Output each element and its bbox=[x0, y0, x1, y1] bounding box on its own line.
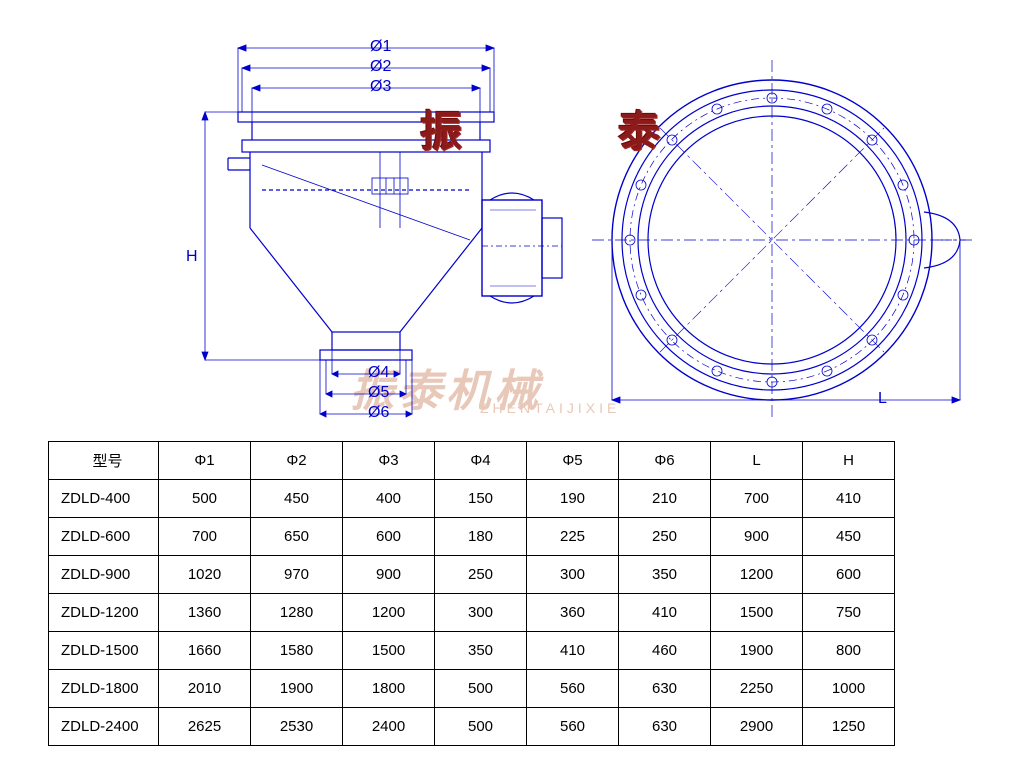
table-cell: 1280 bbox=[251, 594, 343, 632]
table-cell: 650 bbox=[251, 518, 343, 556]
table-cell: 2530 bbox=[251, 708, 343, 746]
table-cell: 2010 bbox=[159, 670, 251, 708]
table-header: Φ5 bbox=[527, 442, 619, 480]
table-header: L bbox=[711, 442, 803, 480]
table-header: Φ3 bbox=[343, 442, 435, 480]
table-cell: 1000 bbox=[803, 670, 895, 708]
watermark-char-1: 振 bbox=[420, 98, 462, 159]
table-cell: 150 bbox=[435, 480, 527, 518]
table-cell: 500 bbox=[159, 480, 251, 518]
table-cell: 460 bbox=[619, 632, 711, 670]
label-phi5: Ø5 bbox=[368, 384, 389, 402]
table-row: ZDLD-400500450400150190210700410 bbox=[49, 480, 895, 518]
table-cell: 1660 bbox=[159, 632, 251, 670]
table-cell: 1900 bbox=[711, 632, 803, 670]
table-cell: ZDLD-1200 bbox=[49, 594, 159, 632]
table-row: ZDLD-12001360128012003003604101500750 bbox=[49, 594, 895, 632]
table-cell: 750 bbox=[803, 594, 895, 632]
table-header: Φ2 bbox=[251, 442, 343, 480]
table-cell: 410 bbox=[619, 594, 711, 632]
table-header: Φ4 bbox=[435, 442, 527, 480]
diagram-svg bbox=[0, 0, 1016, 430]
table-cell: 600 bbox=[343, 518, 435, 556]
table-cell: 1580 bbox=[251, 632, 343, 670]
table-cell: 180 bbox=[435, 518, 527, 556]
watermark-char-2: 泰 bbox=[618, 98, 660, 159]
table-cell: 225 bbox=[527, 518, 619, 556]
table-cell: 1900 bbox=[251, 670, 343, 708]
label-phi2: Ø2 bbox=[370, 58, 391, 76]
table-cell: 700 bbox=[159, 518, 251, 556]
table-cell: ZDLD-2400 bbox=[49, 708, 159, 746]
label-phi3: Ø3 bbox=[370, 78, 391, 96]
table-cell: 630 bbox=[619, 670, 711, 708]
table-cell: 300 bbox=[435, 594, 527, 632]
table-cell: 190 bbox=[527, 480, 619, 518]
table-header: 型号 bbox=[49, 442, 159, 480]
table-cell: ZDLD-600 bbox=[49, 518, 159, 556]
table-cell: 1500 bbox=[343, 632, 435, 670]
table-cell: 560 bbox=[527, 670, 619, 708]
table-cell: 600 bbox=[803, 556, 895, 594]
table-cell: 400 bbox=[343, 480, 435, 518]
table-row: ZDLD-15001660158015003504104601900800 bbox=[49, 632, 895, 670]
table-row: ZDLD-180020101900180050056063022501000 bbox=[49, 670, 895, 708]
table-cell: 1800 bbox=[343, 670, 435, 708]
table-cell: 2625 bbox=[159, 708, 251, 746]
table-header: H bbox=[803, 442, 895, 480]
table-cell: 450 bbox=[803, 518, 895, 556]
spec-table-container: 型号Φ1Φ2Φ3Φ4Φ5Φ6LH ZDLD-400500450400150190… bbox=[48, 441, 895, 746]
label-phi1: Ø1 bbox=[370, 38, 391, 56]
engineering-diagram: 振泰机械 ZHENTAIJIXIE 振 泰 Ø1 Ø2 Ø3 Ø4 Ø5 Ø6 … bbox=[0, 0, 1016, 430]
spec-table: 型号Φ1Φ2Φ3Φ4Φ5Φ6LH ZDLD-400500450400150190… bbox=[48, 441, 895, 746]
table-row: ZDLD-90010209709002503003501200600 bbox=[49, 556, 895, 594]
table-header: Φ6 bbox=[619, 442, 711, 480]
table-cell: 360 bbox=[527, 594, 619, 632]
table-cell: 560 bbox=[527, 708, 619, 746]
table-cell: ZDLD-1800 bbox=[49, 670, 159, 708]
table-cell: 410 bbox=[527, 632, 619, 670]
table-header: Φ1 bbox=[159, 442, 251, 480]
table-cell: 300 bbox=[527, 556, 619, 594]
table-cell: 350 bbox=[435, 632, 527, 670]
table-cell: ZDLD-1500 bbox=[49, 632, 159, 670]
table-cell: 700 bbox=[711, 480, 803, 518]
table-cell: ZDLD-900 bbox=[49, 556, 159, 594]
table-cell: ZDLD-400 bbox=[49, 480, 159, 518]
label-L: L bbox=[878, 390, 887, 408]
table-cell: 500 bbox=[435, 670, 527, 708]
table-cell: 210 bbox=[619, 480, 711, 518]
table-cell: 250 bbox=[435, 556, 527, 594]
table-cell: 900 bbox=[343, 556, 435, 594]
table-row: ZDLD-600700650600180225250900450 bbox=[49, 518, 895, 556]
table-cell: 1360 bbox=[159, 594, 251, 632]
label-phi6: Ø6 bbox=[368, 404, 389, 422]
table-cell: 2250 bbox=[711, 670, 803, 708]
table-cell: 1250 bbox=[803, 708, 895, 746]
table-cell: 450 bbox=[251, 480, 343, 518]
table-cell: 900 bbox=[711, 518, 803, 556]
table-cell: 1200 bbox=[343, 594, 435, 632]
table-cell: 630 bbox=[619, 708, 711, 746]
table-cell: 800 bbox=[803, 632, 895, 670]
label-phi4: Ø4 bbox=[368, 364, 389, 382]
table-row: ZDLD-240026252530240050056063029001250 bbox=[49, 708, 895, 746]
table-cell: 1020 bbox=[159, 556, 251, 594]
table-cell: 1500 bbox=[711, 594, 803, 632]
table-cell: 500 bbox=[435, 708, 527, 746]
table-cell: 2900 bbox=[711, 708, 803, 746]
label-H: H bbox=[186, 248, 198, 266]
table-cell: 250 bbox=[619, 518, 711, 556]
table-cell: 410 bbox=[803, 480, 895, 518]
table-cell: 2400 bbox=[343, 708, 435, 746]
table-cell: 1200 bbox=[711, 556, 803, 594]
table-cell: 350 bbox=[619, 556, 711, 594]
table-cell: 970 bbox=[251, 556, 343, 594]
